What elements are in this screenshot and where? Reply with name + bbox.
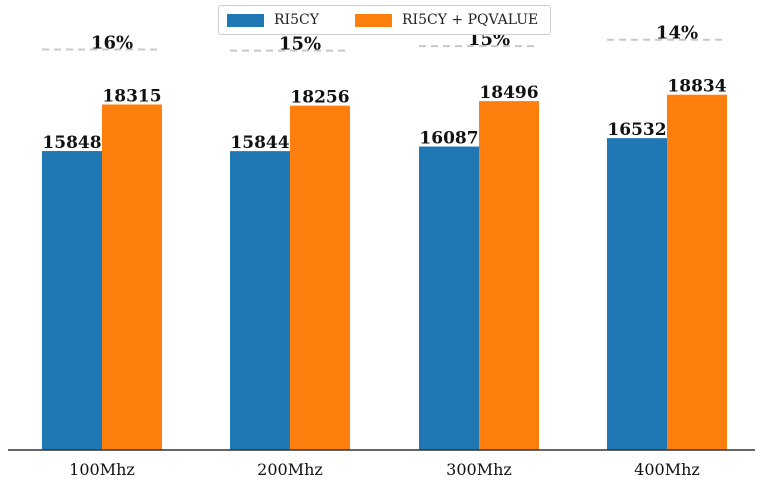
legend-item-ri5cy-pqvalue: RI5CY + PQVALUE (355, 6, 538, 34)
chart-legend: RI5CY RI5CY + PQVALUE (218, 5, 551, 35)
bar-ri5cy-400mhz (607, 138, 667, 450)
improvement-label-400mhz: 14% (656, 23, 698, 44)
legend-item-ri5cy: RI5CY (227, 6, 319, 34)
bar-ri5cy-pqvalue-400mhz (667, 94, 727, 450)
data-label-ri5cy-pqvalue-200mhz: 18256 (290, 88, 349, 108)
bar-ri5cy-300mhz (419, 146, 479, 450)
improvement-label-100mhz: 16% (91, 33, 133, 54)
x-tick-label-200mhz: 200Mhz (257, 460, 323, 479)
bar-ri5cy-pqvalue-100mhz (102, 104, 162, 450)
data-label-ri5cy-300mhz: 16087 (419, 129, 478, 149)
x-tick-label-400mhz: 400Mhz (634, 460, 700, 479)
data-label-ri5cy-100mhz: 15848 (42, 133, 101, 153)
data-label-ri5cy-200mhz: 15844 (230, 133, 289, 153)
bar-ri5cy-pqvalue-200mhz (290, 105, 350, 450)
improvement-label-200mhz: 15% (279, 34, 321, 55)
bar-ri5cy-100mhz (42, 151, 102, 451)
bar-ri5cy-pqvalue-300mhz (479, 101, 539, 451)
x-tick-label-300mhz: 300Mhz (446, 460, 512, 479)
legend-label-ri5cy: RI5CY (274, 12, 319, 28)
data-label-ri5cy-pqvalue-400mhz: 18834 (667, 77, 726, 97)
legend-swatch-ri5cy (227, 13, 264, 27)
legend-label-ri5cy-pqvalue: RI5CY + PQVALUE (402, 12, 539, 28)
x-tick-label-100mhz: 100Mhz (69, 460, 135, 479)
data-label-ri5cy-400mhz: 16532 (607, 120, 666, 140)
data-label-ri5cy-pqvalue-100mhz: 18315 (102, 87, 161, 107)
legend-swatch-ri5cy-pqvalue (355, 13, 392, 27)
data-label-ri5cy-pqvalue-300mhz: 18496 (479, 83, 538, 103)
bar-ri5cy-200mhz (230, 151, 290, 450)
